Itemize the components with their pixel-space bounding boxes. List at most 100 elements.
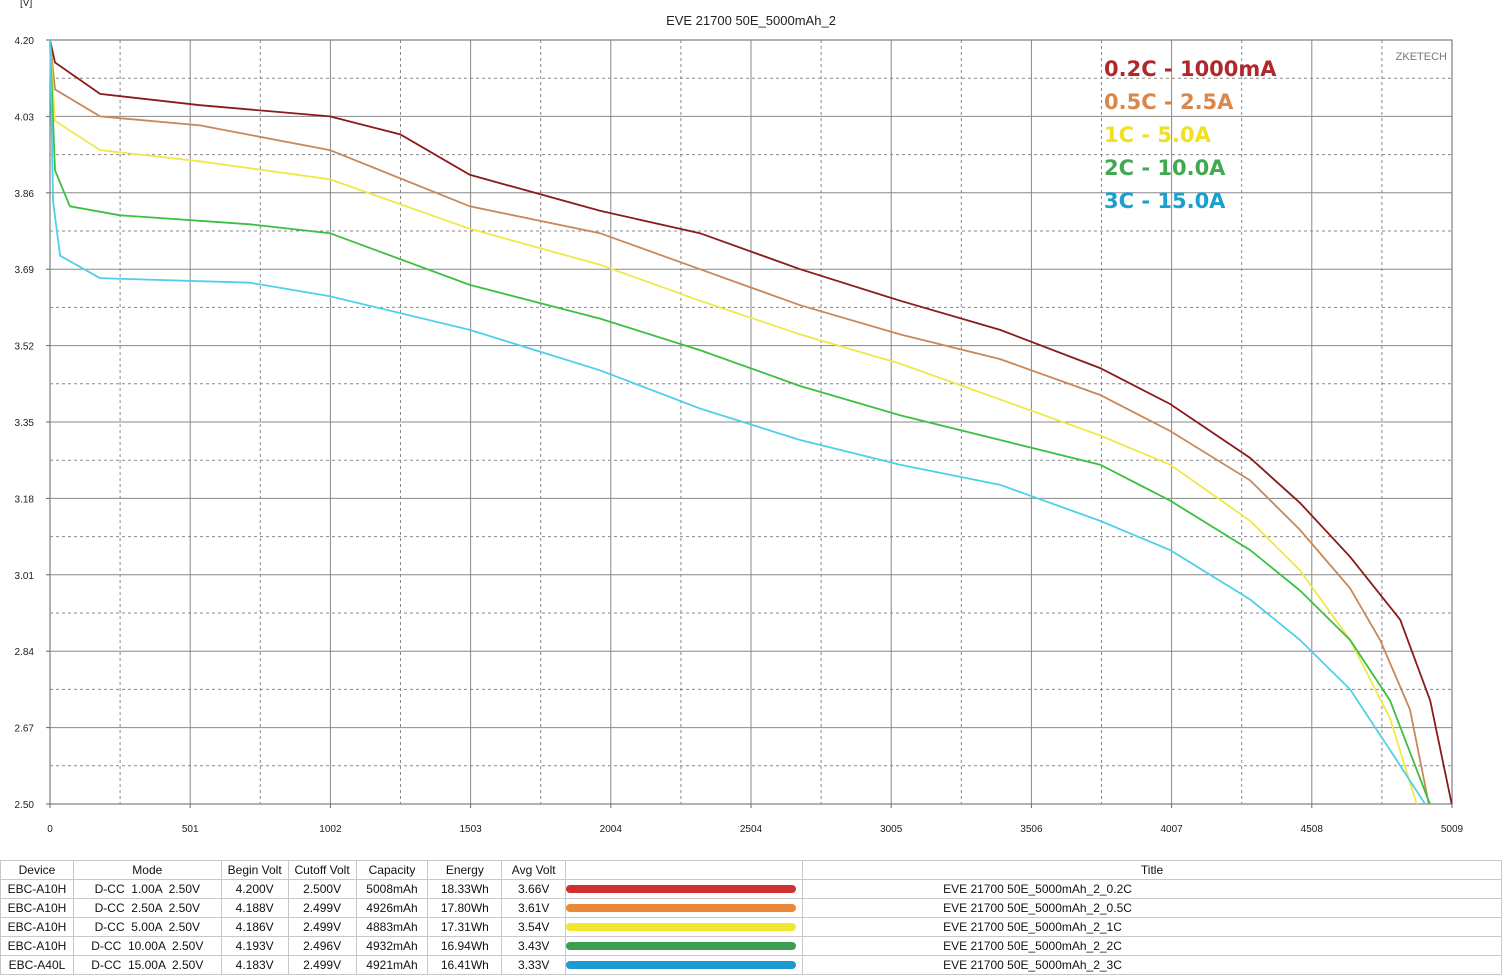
col-title[interactable]: Title xyxy=(802,860,1502,880)
series-color-swatch xyxy=(566,885,797,893)
y-tick-label: 3.52 xyxy=(15,342,35,353)
cell-energy: 18.33Wh xyxy=(427,879,503,899)
legend-entry: 0.2C - 1000mA xyxy=(1104,57,1277,81)
cell-avg: 3.66V xyxy=(501,879,567,899)
x-tick-label: 4508 xyxy=(1301,824,1324,835)
watermark: ZKETECH xyxy=(1396,51,1447,63)
x-tick-label: 4007 xyxy=(1160,824,1183,835)
x-tick-label: 3506 xyxy=(1020,824,1043,835)
cell-mode: D-CC 15.00A 2.50V xyxy=(72,955,222,975)
cell-avg: 3.61V xyxy=(501,898,567,918)
cell-cutoff: 2.499V xyxy=(287,917,357,937)
x-tick-label: 501 xyxy=(182,824,199,835)
table-row[interactable]: EBC-A10H D-CC 5.00A 2.50V 4.186V 2.499V 4883… xyxy=(0,917,1502,937)
cell-title: EVE 21700 50E_5000mAh_2_0.5C xyxy=(802,898,1502,918)
col-begin-volt[interactable]: Begin Volt xyxy=(220,860,289,880)
cell-mode: D-CC 1.00A 2.50V xyxy=(72,879,222,899)
cell-begin: 4.200V xyxy=(220,879,289,899)
cell-capacity: 4921mAh xyxy=(355,955,429,975)
cell-device: EBC-A10H xyxy=(0,879,74,899)
y-tick-label: 2.67 xyxy=(15,724,35,735)
cell-energy: 16.41Wh xyxy=(427,955,503,975)
y-tick-label: 2.84 xyxy=(15,647,35,658)
col-energy[interactable]: Energy xyxy=(427,860,503,880)
cell-color xyxy=(565,955,804,975)
col-device[interactable]: Device xyxy=(0,860,74,880)
x-tick-label: 1002 xyxy=(319,824,342,835)
cell-color xyxy=(565,917,804,937)
series-color-swatch xyxy=(566,961,797,969)
x-tick-label: 5009 xyxy=(1441,824,1464,835)
chart-title: EVE 21700 50E_5000mAh_2 xyxy=(666,13,836,28)
cell-mode: D-CC 10.00A 2.50V xyxy=(72,936,222,956)
series-line-4 xyxy=(49,39,1426,805)
col-color xyxy=(565,860,804,880)
cell-device: EBC-A10H xyxy=(0,917,74,937)
series-color-swatch xyxy=(566,942,797,950)
cell-title: EVE 21700 50E_5000mAh_2_0.2C xyxy=(802,879,1502,899)
y-tick-label: 4.03 xyxy=(15,112,35,123)
cell-avg: 3.43V xyxy=(501,936,567,956)
y-tick-label: 3.86 xyxy=(15,189,35,200)
cell-avg: 3.54V xyxy=(501,917,567,937)
cell-cutoff: 2.499V xyxy=(287,898,357,918)
cell-begin: 4.188V xyxy=(220,898,289,918)
table-row[interactable]: EBC-A40L D-CC 15.00A 2.50V 4.183V 2.499V 492… xyxy=(0,955,1502,975)
col-capacity[interactable]: Capacity xyxy=(355,860,429,880)
x-tick-label: 2504 xyxy=(740,824,763,835)
cell-cutoff: 2.496V xyxy=(287,936,357,956)
series-line-3 xyxy=(49,39,1431,805)
x-tick-label: 2004 xyxy=(600,824,623,835)
series-line-1 xyxy=(49,39,1430,805)
legend-entry: 0.5C - 2.5A xyxy=(1104,90,1234,114)
cell-device: EBC-A40L xyxy=(0,955,74,975)
x-tick-label: 1503 xyxy=(459,824,482,835)
series-line-0 xyxy=(49,39,1453,805)
legend-entry: 3C - 15.0A xyxy=(1104,189,1226,213)
series-color-swatch xyxy=(566,923,797,931)
cell-color xyxy=(565,936,804,956)
y-tick-label: 2.50 xyxy=(15,800,35,811)
cell-energy: 17.31Wh xyxy=(427,917,503,937)
cell-capacity: 4926mAh xyxy=(355,898,429,918)
table-row[interactable]: EBC-A10H D-CC 1.00A 2.50V 4.200V 2.500V 5008… xyxy=(0,879,1502,899)
cell-title: EVE 21700 50E_5000mAh_2_2C xyxy=(802,936,1502,956)
y-tick-label: 3.35 xyxy=(15,418,35,429)
col-avg-volt[interactable]: Avg Volt xyxy=(501,860,567,880)
cell-mode: D-CC 5.00A 2.50V xyxy=(72,917,222,937)
cell-capacity: 5008mAh xyxy=(355,879,429,899)
cell-color xyxy=(565,879,804,899)
legend-entry: 1C - 5.0A xyxy=(1104,123,1212,147)
cell-cutoff: 2.500V xyxy=(287,879,357,899)
y-axis-unit: [V] xyxy=(20,0,32,9)
cell-device: EBC-A10H xyxy=(0,898,74,918)
y-tick-label: 3.01 xyxy=(15,571,35,582)
y-tick-label: 4.20 xyxy=(15,36,35,47)
cell-title: EVE 21700 50E_5000mAh_2_3C xyxy=(802,955,1502,975)
x-tick-label: 3005 xyxy=(880,824,903,835)
cell-cutoff: 2.499V xyxy=(287,955,357,975)
results-table: Device Mode Begin Volt Cutoff Volt Capac… xyxy=(0,860,1502,975)
cell-capacity: 4883mAh xyxy=(355,917,429,937)
series-color-swatch xyxy=(566,904,797,912)
cell-color xyxy=(565,898,804,918)
cell-device: EBC-A10H xyxy=(0,936,74,956)
cell-begin: 4.193V xyxy=(220,936,289,956)
cell-title: EVE 21700 50E_5000mAh_2_1C xyxy=(802,917,1502,937)
y-tick-label: 3.18 xyxy=(15,494,35,505)
col-mode[interactable]: Mode xyxy=(72,860,222,880)
cell-energy: 17.80Wh xyxy=(427,898,503,918)
y-tick-label: 3.69 xyxy=(15,265,35,276)
x-tick-label: 0 xyxy=(47,824,53,835)
cell-energy: 16.94Wh xyxy=(427,936,503,956)
cell-avg: 3.33V xyxy=(501,955,567,975)
cell-capacity: 4932mAh xyxy=(355,936,429,956)
table-row[interactable]: EBC-A10H D-CC 2.50A 2.50V 4.188V 2.499V 4926… xyxy=(0,898,1502,918)
legend-entry: 2C - 10.0A xyxy=(1104,156,1226,180)
cell-mode: D-CC 2.50A 2.50V xyxy=(72,898,222,918)
col-cutoff-volt[interactable]: Cutoff Volt xyxy=(287,860,357,880)
cell-begin: 4.183V xyxy=(220,955,289,975)
cell-begin: 4.186V xyxy=(220,917,289,937)
series-line-2 xyxy=(49,39,1418,805)
table-row[interactable]: EBC-A10H D-CC 10.00A 2.50V 4.193V 2.496V 493… xyxy=(0,936,1502,956)
